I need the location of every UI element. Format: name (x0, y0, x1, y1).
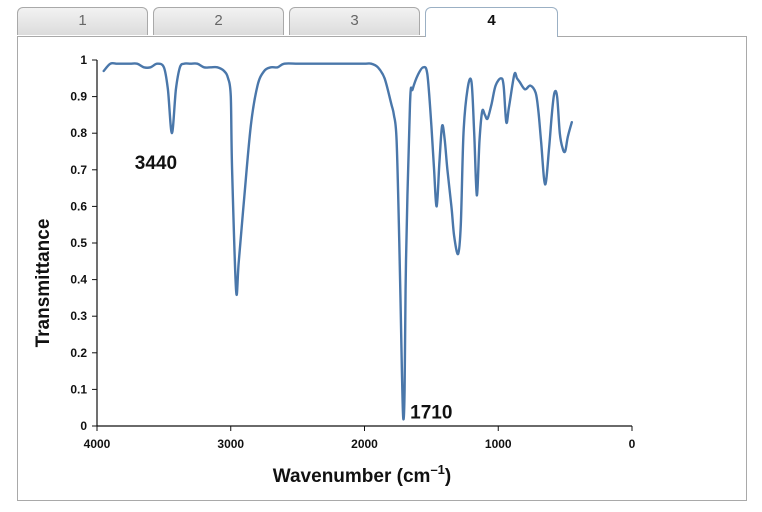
peak-annotation-1710: 1710 (410, 403, 452, 424)
y-tick-label: 0.7 (70, 163, 87, 177)
x-axis-title-end: ) (445, 466, 451, 487)
x-tick-label: 3000 (217, 437, 244, 451)
transmittance-series-line (102, 61, 573, 421)
y-tick-label: 0.8 (70, 126, 87, 140)
tab-4[interactable]: 4 (425, 7, 558, 37)
x-tick-labels: 4000 3000 2000 1000 0 (84, 437, 636, 451)
x-tick-label: 0 (629, 437, 636, 451)
y-tick-label: 0.6 (70, 199, 87, 213)
x-tick-label: 4000 (84, 437, 111, 451)
x-axis-title-main: Wavenumber (cm (273, 466, 431, 487)
x-axis-title: Wavenumber (cm–1) (273, 462, 451, 487)
tab-bar: 1 2 3 4 (17, 7, 747, 37)
x-axis-title-superscript: –1 (430, 462, 444, 477)
y-tick-label: 0.4 (70, 273, 87, 287)
x-tick-label: 2000 (351, 437, 378, 451)
peak-annotations: 3440 1710 (135, 153, 453, 423)
tab-1[interactable]: 1 (17, 7, 148, 35)
chart-axes (92, 59, 633, 431)
y-tick-labels: 0 0.1 0.2 0.3 0.4 0.5 0.6 0.7 0.8 0.9 1 (70, 53, 87, 433)
y-tick-label: 0.1 (70, 382, 87, 396)
peak-annotation-3440: 3440 (135, 153, 177, 174)
y-tick-label: 0.3 (70, 309, 87, 323)
y-axis-title: Transmittance (33, 219, 54, 348)
tab-3[interactable]: 3 (289, 7, 420, 35)
tab-2[interactable]: 2 (153, 7, 284, 35)
y-tick-label: 0.9 (70, 90, 87, 104)
x-tick-label: 1000 (485, 437, 512, 451)
y-tick-label: 1 (80, 53, 87, 67)
ir-spectrum-chart: 0 0.1 0.2 0.3 0.4 0.5 0.6 0.7 0.8 0.9 1 4000 3000 20… (33, 53, 636, 487)
y-tick-label: 0.2 (70, 346, 87, 360)
y-tick-label: 0 (80, 419, 87, 433)
chart-panel: 0 0.1 0.2 0.3 0.4 0.5 0.6 0.7 0.8 0.9 1 4000 3000 20… (17, 36, 747, 501)
y-tick-label: 0.5 (70, 236, 87, 250)
